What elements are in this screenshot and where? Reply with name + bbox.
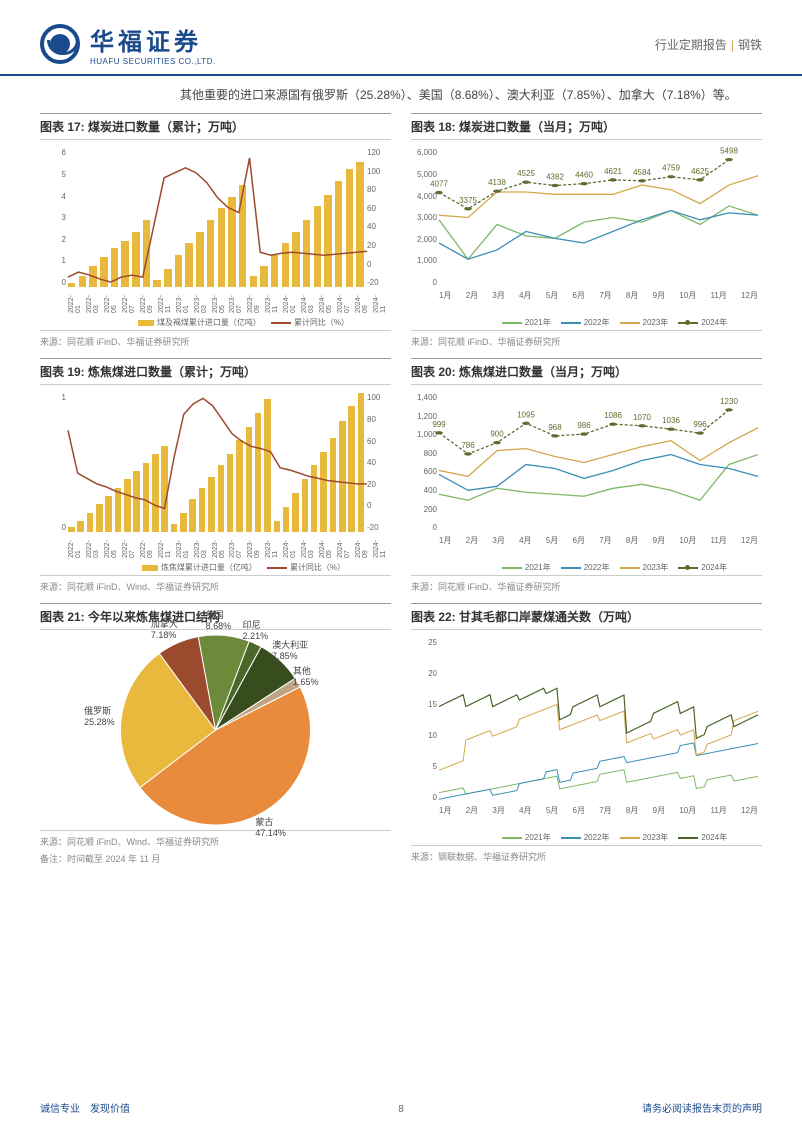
chart-20-source: 来源：同花顺 iFinD、华福证券研究所: [411, 575, 762, 597]
chart-22-source: 来源：钢联数据、华福证券研究所: [411, 845, 762, 867]
chart-18-plot: 6,0005,0004,0003,0002,0001,0000 40773375…: [411, 140, 762, 315]
svg-text:1086: 1086: [604, 411, 622, 420]
chart-17-plot: 6543210 120100806040200-20 2022-012022-0…: [40, 140, 391, 315]
svg-text:4621: 4621: [604, 167, 622, 176]
svg-text:1036: 1036: [662, 416, 680, 425]
svg-text:1230: 1230: [720, 397, 738, 406]
svg-text:968: 968: [548, 423, 562, 432]
header-category: 行业定期报告 | 钢铁: [655, 36, 762, 53]
chart-19-source: 来源：同花顺 iFinD、Wind、华福证券研究所: [40, 575, 391, 597]
report-sector: 钢铁: [738, 38, 762, 52]
svg-text:900: 900: [490, 430, 504, 439]
chart-18: 图表 18: 煤炭进口数量（当月；万吨） 6,0005,0004,0003,00…: [411, 113, 762, 352]
separator-icon: |: [731, 38, 734, 52]
svg-text:4138: 4138: [488, 178, 506, 187]
chart-21: 图表 21: 今年以来炼焦煤进口结构 蒙古47.14%俄罗斯25.28%加拿大7…: [40, 603, 391, 869]
chart-21-note: 备注：时间截至 2024 年 11 月: [40, 852, 391, 869]
svg-text:4584: 4584: [633, 168, 651, 177]
chart-20-plot: 1,4001,2001,0008006004002000 99978690010…: [411, 385, 762, 560]
chart-19: 图表 19: 炼焦煤进口数量（累计；万吨） 10 100806040200-20…: [40, 358, 391, 597]
chart-22: 图表 22: 甘其毛都口岸蒙煤通关数（万吨） 2520151050 1月2月3月…: [411, 603, 762, 869]
svg-text:4077: 4077: [430, 180, 448, 189]
svg-text:5498: 5498: [720, 147, 738, 156]
company-name-cn: 华福证券: [90, 22, 216, 57]
svg-text:4460: 4460: [575, 171, 593, 180]
svg-text:4382: 4382: [546, 173, 564, 182]
chart-19-plot: 10 100806040200-20 2022-012022-032022-05…: [40, 385, 391, 560]
svg-text:1095: 1095: [517, 410, 535, 419]
svg-text:996: 996: [693, 420, 707, 429]
intro-text: 其他重要的进口来源国有俄罗斯（25.28%）、美国（8.68%）、澳大利亚（7.…: [0, 76, 802, 113]
company-name-en: HUAFU SECURITIES CO.,LTD.: [90, 57, 216, 66]
report-type: 行业定期报告: [655, 38, 727, 52]
svg-text:786: 786: [461, 441, 475, 450]
chart-17: 图表 17: 煤炭进口数量（累计；万吨） 6543210 12010080604…: [40, 113, 391, 352]
charts-grid: 图表 17: 煤炭进口数量（累计；万吨） 6543210 12010080604…: [0, 113, 802, 869]
svg-text:999: 999: [432, 420, 446, 429]
chart-20: 图表 20: 炼焦煤进口数量（当月；万吨） 1,4001,2001,000800…: [411, 358, 762, 597]
chart-22-title: 图表 22: 甘其毛都口岸蒙煤通关数（万吨）: [411, 603, 762, 630]
chart-20-title: 图表 20: 炼焦煤进口数量（当月；万吨）: [411, 358, 762, 385]
company-logo-icon: [40, 24, 80, 64]
svg-text:986: 986: [577, 421, 591, 430]
chart-17-title: 图表 17: 煤炭进口数量（累计；万吨）: [40, 113, 391, 140]
chart-18-source: 来源：同花顺 iFinD、华福证券研究所: [411, 330, 762, 352]
svg-text:1070: 1070: [633, 413, 651, 422]
chart-17-source: 来源：同花顺 iFinD、华福证券研究所: [40, 330, 391, 352]
chart-22-plot: 2520151050 1月2月3月4月5月6月7月8月9月10月11月12月: [411, 630, 762, 830]
page-header: 华福证券 HUAFU SECURITIES CO.,LTD. 行业定期报告 | 钢铁: [0, 0, 802, 76]
svg-text:4525: 4525: [517, 169, 535, 178]
svg-text:4625: 4625: [691, 167, 709, 176]
page-number: 8: [0, 1104, 802, 1115]
svg-text:4759: 4759: [662, 164, 680, 173]
company-block: 华福证券 HUAFU SECURITIES CO.,LTD.: [90, 22, 216, 66]
svg-text:3375: 3375: [459, 196, 477, 205]
chart-18-title: 图表 18: 煤炭进口数量（当月；万吨）: [411, 113, 762, 140]
chart-19-title: 图表 19: 炼焦煤进口数量（累计；万吨）: [40, 358, 391, 385]
chart-21-plot: 蒙古47.14%俄罗斯25.28%加拿大7.18%美国8.68%印尼2.21%澳…: [40, 630, 391, 830]
chart-21-source: 来源：同花顺 iFinD、Wind、华福证券研究所: [40, 830, 391, 852]
